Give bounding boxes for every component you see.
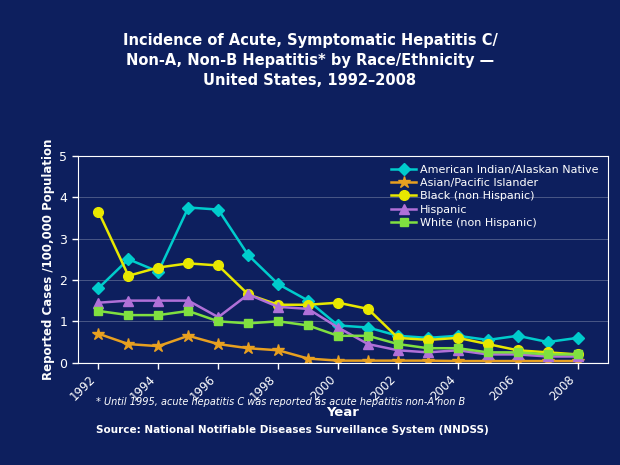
Line: American Indian/Alaskan Native: American Indian/Alaskan Native [94,203,582,346]
Hispanic [424,350,432,355]
White (non Hispanic) [574,352,582,357]
Black (non Hispanic) [424,337,432,343]
Black (non Hispanic) [365,306,372,312]
Asian/Pacific Islander [424,358,432,364]
White (non Hispanic) [304,323,312,328]
Text: Incidence of Acute, Symptomatic Hepatitis C/
Non-A, Non-B Hepatitis* by Race/Eth: Incidence of Acute, Symptomatic Hepatiti… [123,33,497,88]
American Indian/Alaskan Native [244,252,252,258]
Asian/Pacific Islander [394,358,402,364]
Hispanic [95,300,102,306]
White (non Hispanic) [365,333,372,339]
Black (non Hispanic) [544,350,551,355]
Asian/Pacific Islander [454,358,461,364]
Text: * Until 1995, acute hepatitis C was reported as acute hepatitis non-A non B: * Until 1995, acute hepatitis C was repo… [96,397,466,407]
Asian/Pacific Islander [95,331,102,337]
Asian/Pacific Islander [125,341,132,347]
Asian/Pacific Islander [304,356,312,361]
Black (non Hispanic) [334,300,342,306]
White (non Hispanic) [334,333,342,339]
Black (non Hispanic) [574,352,582,357]
White (non Hispanic) [244,320,252,326]
Hispanic [275,304,282,310]
White (non Hispanic) [394,341,402,347]
Hispanic [394,347,402,353]
American Indian/Alaskan Native [365,325,372,330]
Black (non Hispanic) [154,265,162,270]
Black (non Hispanic) [95,209,102,214]
White (non Hispanic) [544,352,551,357]
Black (non Hispanic) [514,347,521,353]
American Indian/Alaskan Native [304,298,312,303]
White (non Hispanic) [125,312,132,318]
Black (non Hispanic) [454,335,461,341]
Hispanic [304,306,312,312]
American Indian/Alaskan Native [125,257,132,262]
American Indian/Alaskan Native [394,333,402,339]
Black (non Hispanic) [275,302,282,307]
Hispanic [185,298,192,303]
Line: Hispanic: Hispanic [94,290,583,361]
Asian/Pacific Islander [244,345,252,351]
Black (non Hispanic) [185,260,192,266]
American Indian/Alaskan Native [275,281,282,287]
White (non Hispanic) [185,308,192,314]
American Indian/Alaskan Native [154,269,162,274]
Hispanic [244,292,252,297]
X-axis label: Year: Year [326,406,359,419]
Y-axis label: Reported Cases /100,000 Population: Reported Cases /100,000 Population [42,139,55,380]
American Indian/Alaskan Native [484,337,492,343]
Asian/Pacific Islander [154,343,162,349]
Hispanic [334,325,342,330]
Black (non Hispanic) [215,263,222,268]
Line: White (non Hispanic): White (non Hispanic) [94,307,582,359]
Hispanic [484,352,492,357]
Black (non Hispanic) [484,341,492,347]
Hispanic [574,354,582,359]
Black (non Hispanic) [304,302,312,307]
Asian/Pacific Islander [275,347,282,353]
Asian/Pacific Islander [185,333,192,339]
American Indian/Alaskan Native [424,335,432,341]
Hispanic [215,314,222,320]
American Indian/Alaskan Native [334,323,342,328]
Hispanic [125,298,132,303]
Asian/Pacific Islander [484,358,492,364]
Asian/Pacific Islander [365,358,372,364]
Asian/Pacific Islander [544,358,551,364]
Hispanic [544,354,551,359]
Text: Source: National Notifiable Diseases Surveillance System (NNDSS): Source: National Notifiable Diseases Sur… [96,425,489,435]
Legend: American Indian/Alaskan Native, Asian/Pacific Islander, Black (non Hispanic), Hi: American Indian/Alaskan Native, Asian/Pa… [388,161,602,231]
White (non Hispanic) [275,319,282,324]
American Indian/Alaskan Native [185,205,192,210]
Black (non Hispanic) [244,292,252,297]
White (non Hispanic) [514,350,521,355]
Black (non Hispanic) [394,335,402,341]
Black (non Hispanic) [125,273,132,279]
White (non Hispanic) [215,319,222,324]
Line: Black (non Hispanic): Black (non Hispanic) [94,207,583,359]
American Indian/Alaskan Native [215,207,222,213]
White (non Hispanic) [154,312,162,318]
White (non Hispanic) [424,345,432,351]
Hispanic [154,298,162,303]
White (non Hispanic) [484,350,492,355]
American Indian/Alaskan Native [95,286,102,291]
Asian/Pacific Islander [574,358,582,364]
Hispanic [454,347,461,353]
Asian/Pacific Islander [215,341,222,347]
Asian/Pacific Islander [514,358,521,364]
Hispanic [365,341,372,347]
White (non Hispanic) [454,345,461,351]
Asian/Pacific Islander [334,358,342,364]
Line: Asian/Pacific Islander: Asian/Pacific Islander [92,327,584,367]
White (non Hispanic) [95,308,102,314]
Hispanic [514,352,521,357]
American Indian/Alaskan Native [574,335,582,341]
American Indian/Alaskan Native [514,333,521,339]
American Indian/Alaskan Native [454,333,461,339]
American Indian/Alaskan Native [544,339,551,345]
